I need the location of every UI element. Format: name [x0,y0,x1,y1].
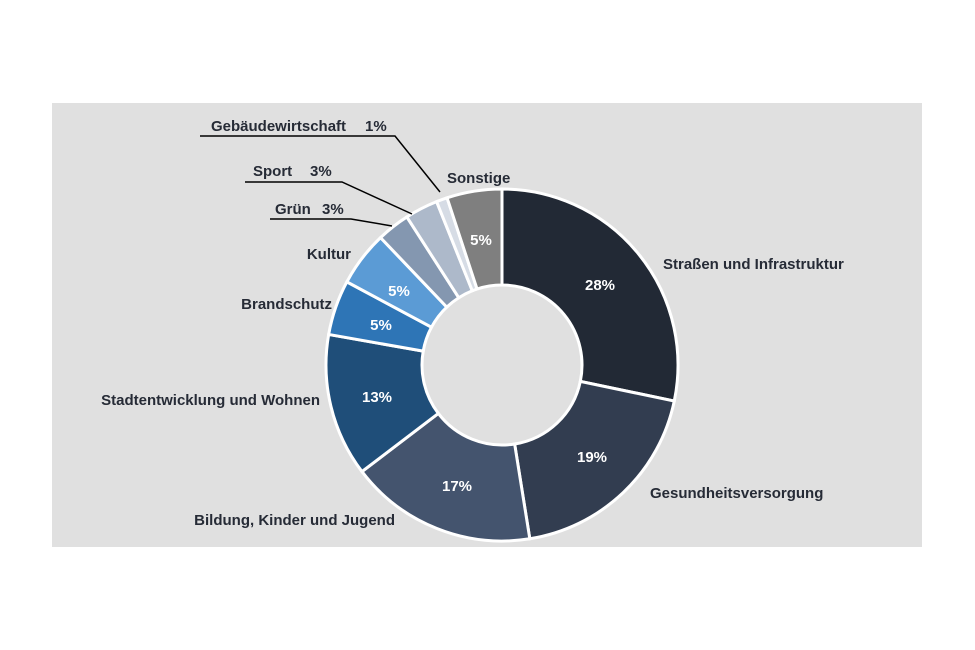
label-gebaeudewirtschaft: Gebäudewirtschaft [211,118,346,135]
label-gesundheit: Gesundheitsversorgung [650,485,823,502]
value-stadtentwicklung: 13% [362,389,392,406]
leader-line-sport [245,181,413,215]
label-sport-value: 3% [310,163,332,180]
label-gruen: Grün [275,201,311,218]
label-sonstige: Sonstige [447,170,510,187]
donut-slice-3 [324,332,441,474]
value-gesundheit: 19% [577,449,607,466]
donut-slice-9 [445,187,504,291]
value-sonstige: 5% [470,232,492,249]
label-stadtentwicklung: Stadtentwicklung und Wohnen [101,392,320,409]
leader-line-gebaeudewirtschaft [200,135,441,193]
label-strassen: Straßen und Infrastruktur [663,256,844,273]
donut-slice-0 [500,187,680,403]
value-brandschutz: 5% [370,317,392,334]
label-sport: Sport [253,163,292,180]
label-bildung: Bildung, Kinder und Jugend [194,512,395,529]
label-kultur: Kultur [307,246,351,263]
label-gebaeudewirtschaft-value: 1% [365,118,387,135]
value-kultur: 5% [388,283,410,300]
label-gruen-value: 3% [322,201,344,218]
value-strassen: 28% [585,277,615,294]
label-brandschutz: Brandschutz [241,296,332,313]
leader-line-gruen [270,218,393,227]
donut-slice-1 [512,379,677,541]
donut-slice-2 [359,411,532,543]
value-bildung: 17% [442,478,472,495]
